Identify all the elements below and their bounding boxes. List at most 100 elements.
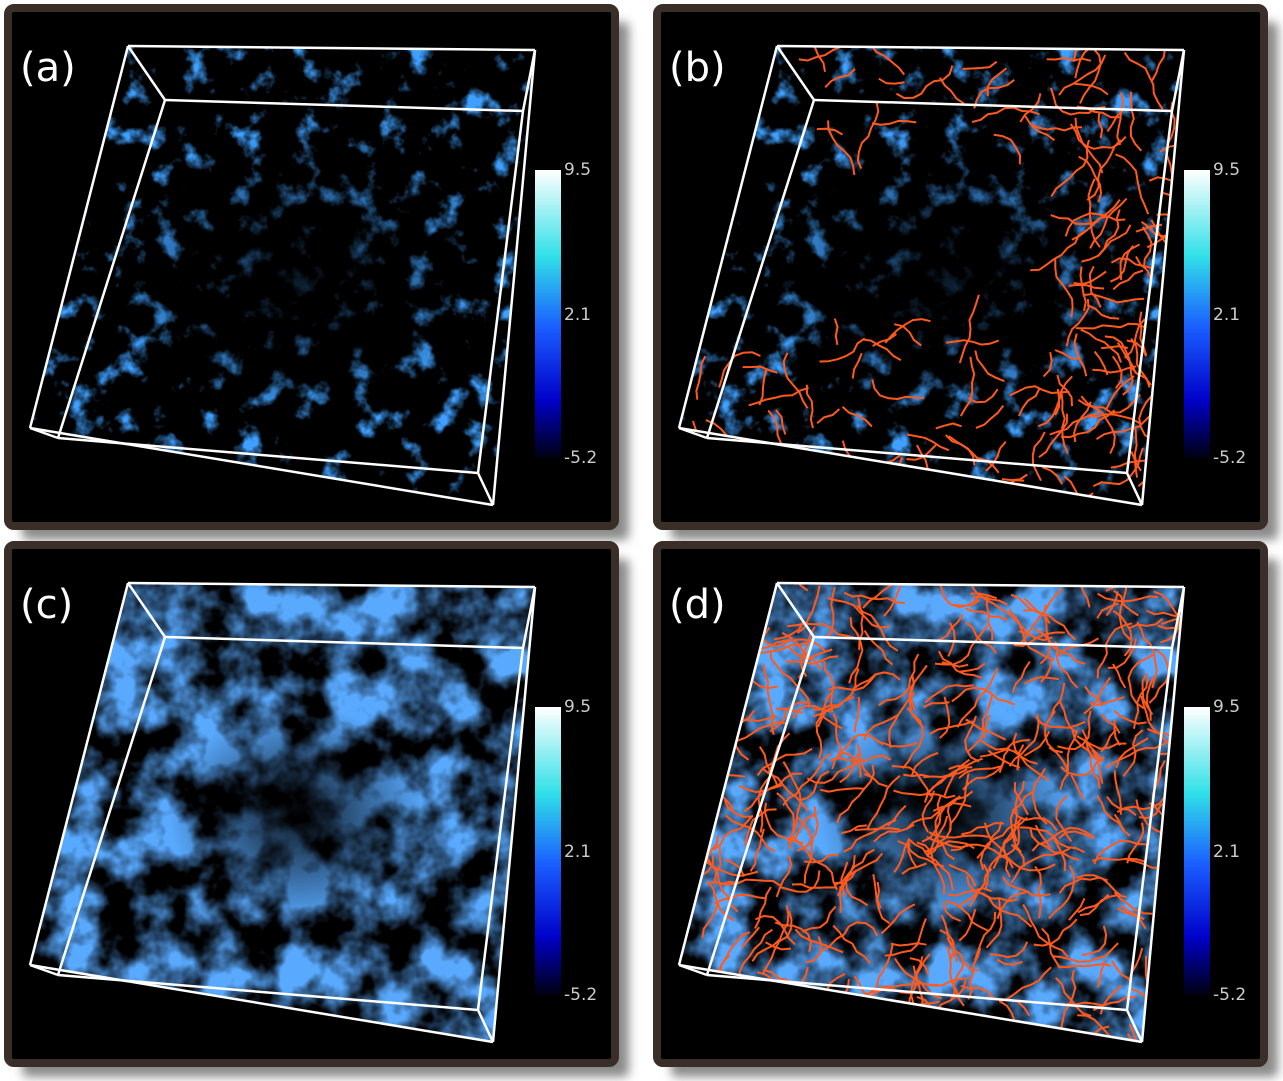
filament xyxy=(790,808,800,844)
filament xyxy=(924,684,974,704)
cube-edge xyxy=(678,963,1143,1044)
cube-edge xyxy=(29,426,59,440)
filament xyxy=(723,799,753,818)
filament xyxy=(1133,427,1142,472)
filament xyxy=(1087,413,1141,425)
void xyxy=(108,128,488,428)
filament xyxy=(951,686,1016,706)
filament xyxy=(819,337,866,363)
cube-edge xyxy=(1125,1009,1144,1043)
filament xyxy=(965,607,1009,622)
void xyxy=(817,705,1077,925)
filament xyxy=(1059,701,1078,734)
filament xyxy=(779,870,821,893)
filament xyxy=(782,352,809,409)
filament xyxy=(1080,395,1116,455)
cube-edge xyxy=(1170,49,1186,112)
filament xyxy=(1076,735,1104,762)
volume-render xyxy=(30,46,535,505)
filament xyxy=(958,294,980,364)
filament xyxy=(871,119,917,126)
cube-edge xyxy=(476,110,525,474)
cube-edge xyxy=(775,45,816,101)
filament xyxy=(843,819,897,853)
cube-edge xyxy=(776,44,1185,52)
filament xyxy=(1105,375,1135,411)
filament xyxy=(1050,139,1090,198)
filament xyxy=(713,893,767,905)
filament xyxy=(1071,729,1103,763)
cube-edge xyxy=(57,973,479,1012)
filament xyxy=(888,691,916,749)
filament xyxy=(1010,847,1071,884)
cube-edge xyxy=(29,963,59,977)
filament xyxy=(822,921,879,952)
filament xyxy=(1073,333,1088,377)
filament xyxy=(798,770,830,802)
filament xyxy=(1081,209,1121,263)
filament xyxy=(1112,609,1133,657)
filament xyxy=(1077,1014,1128,1042)
filament xyxy=(1046,56,1092,62)
filament xyxy=(883,584,903,617)
cube-edge xyxy=(56,636,167,976)
filament xyxy=(1064,212,1126,237)
filament xyxy=(916,841,946,895)
filament xyxy=(1115,737,1149,768)
filament xyxy=(1091,749,1104,784)
filament xyxy=(1039,604,1052,665)
cube-edge xyxy=(56,99,167,439)
filament xyxy=(996,958,1023,966)
cube-edge xyxy=(677,45,779,429)
filament xyxy=(1068,897,1086,921)
filament xyxy=(819,787,865,793)
filament xyxy=(1089,695,1125,706)
filament xyxy=(1089,197,1128,249)
filament xyxy=(828,673,877,692)
filament xyxy=(934,980,967,1012)
filament xyxy=(713,814,754,851)
filament xyxy=(1116,342,1137,374)
filament xyxy=(949,958,965,1002)
filament xyxy=(910,674,916,711)
filament xyxy=(975,404,1005,429)
filament xyxy=(857,597,864,651)
cube-edge xyxy=(1140,49,1186,506)
filament xyxy=(701,880,719,939)
filament xyxy=(1002,816,1028,845)
filament xyxy=(972,595,1008,606)
filament xyxy=(1054,259,1074,318)
filament xyxy=(1010,593,1033,612)
filament xyxy=(1042,352,1053,378)
filament xyxy=(970,592,997,600)
colorbar-tick-label: -5.2 xyxy=(564,448,597,468)
filament xyxy=(890,942,927,947)
filament xyxy=(1011,808,1058,832)
filament xyxy=(1088,265,1102,308)
volume-render xyxy=(30,583,535,1042)
filament xyxy=(1146,677,1155,721)
filament xyxy=(921,795,961,843)
filament xyxy=(944,434,976,466)
filament xyxy=(762,910,793,974)
panel-label: (a) xyxy=(20,45,76,91)
cube-edge xyxy=(491,586,537,1043)
filament xyxy=(1011,660,1031,693)
filament xyxy=(824,68,856,88)
filament xyxy=(836,764,875,824)
filament xyxy=(1013,782,1029,816)
filament xyxy=(934,795,956,861)
cube-edge xyxy=(521,49,537,112)
filament xyxy=(1061,409,1116,439)
filament xyxy=(942,902,961,922)
filament xyxy=(945,339,1000,346)
filament xyxy=(751,905,790,962)
filament xyxy=(1017,588,1064,647)
filament xyxy=(929,720,974,735)
cube-edge xyxy=(678,426,1143,507)
filament xyxy=(948,887,992,897)
filament xyxy=(854,827,901,831)
filament xyxy=(845,855,869,907)
filament xyxy=(911,751,939,776)
panel: (c) 9.5 2.1 -5.2 xyxy=(4,541,619,1067)
